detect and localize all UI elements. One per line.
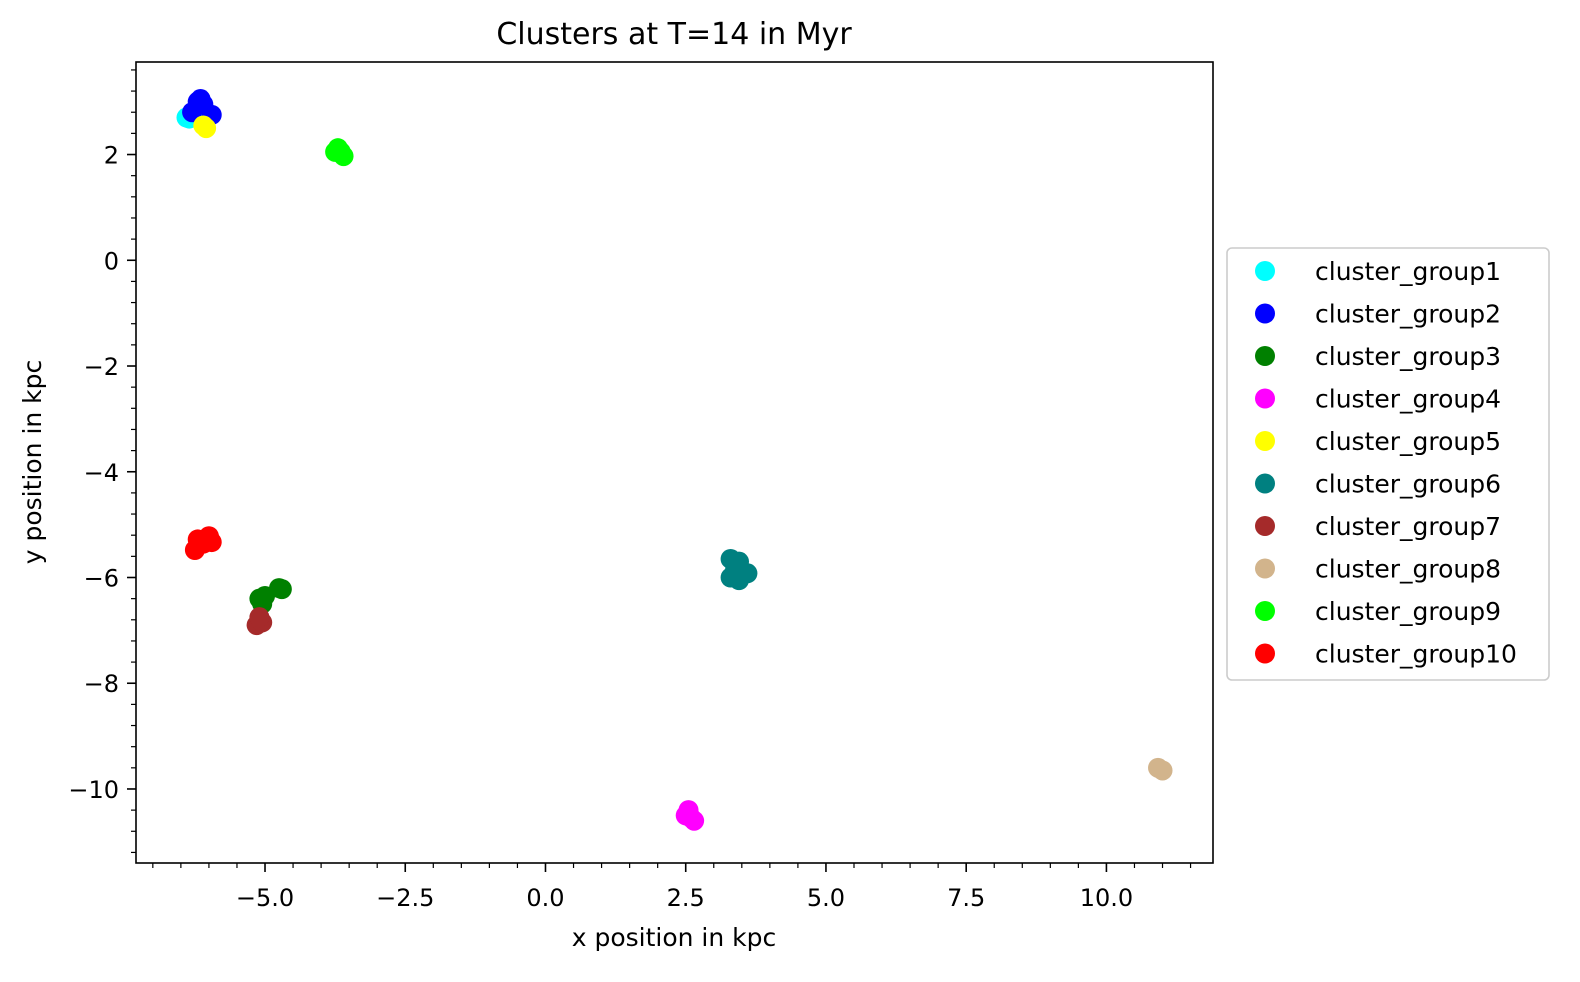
- y-axis-label: y position in kpc: [18, 360, 47, 565]
- y-tick-label: 0: [104, 247, 119, 275]
- legend-label: cluster_group1: [1315, 257, 1501, 286]
- legend-item: cluster_group10: [1255, 640, 1517, 669]
- data-point: [333, 146, 354, 167]
- legend-label: cluster_group6: [1315, 470, 1501, 499]
- y-tick-label: 2: [104, 142, 119, 170]
- legend-label: cluster_group10: [1315, 640, 1517, 669]
- data-point: [725, 559, 746, 580]
- series-cluster_group6: [720, 548, 758, 591]
- legend-label: cluster_group7: [1315, 512, 1501, 541]
- legend-item: cluster_group4: [1255, 385, 1501, 414]
- legend-label: cluster_group9: [1315, 597, 1501, 626]
- legend-item: cluster_group9: [1255, 597, 1501, 626]
- y-tick-label: −6: [84, 564, 119, 592]
- legend-marker: [1255, 261, 1275, 281]
- x-tick-label: 0.0: [526, 884, 564, 912]
- legend-marker: [1255, 516, 1275, 536]
- legend-label: cluster_group3: [1315, 342, 1501, 371]
- legend-box: [1226, 247, 1550, 681]
- axes: −5.0 −2.5 0.0 2.5 5.0 7.5 10.0 2 0 −2 −4 −6 −8 −10: [68, 61, 1214, 912]
- x-axis-label: x position in kpc: [572, 923, 777, 952]
- plot-area: [176, 89, 1173, 831]
- y-tick-label: −4: [84, 459, 119, 487]
- legend-marker: [1255, 558, 1275, 579]
- legend-marker: [1255, 473, 1275, 494]
- legend-item: cluster_group3: [1255, 342, 1501, 371]
- series-cluster_group10: [184, 526, 222, 561]
- x-tick-label: −2.5: [376, 884, 434, 912]
- legend-marker: [1255, 303, 1275, 324]
- x-tick-label: 10.0: [1080, 884, 1133, 912]
- legend-label: cluster_group8: [1315, 555, 1501, 584]
- legend-label: cluster_group5: [1315, 427, 1501, 456]
- series-cluster_group5: [193, 115, 217, 139]
- series-cluster_group8: [1148, 757, 1173, 781]
- legend-label: cluster_group2: [1315, 300, 1501, 329]
- y-tick-label: −8: [84, 670, 119, 698]
- legend-marker: [1255, 643, 1275, 664]
- series-cluster_group7: [246, 607, 273, 636]
- legend-marker: [1255, 388, 1275, 409]
- data-point: [1152, 760, 1173, 781]
- x-tick-label: 2.5: [667, 884, 705, 912]
- x-tick-label: 7.5: [947, 884, 985, 912]
- legend-item: cluster_group5: [1255, 427, 1501, 456]
- legend-item: cluster_group8: [1255, 555, 1501, 584]
- legend-item: cluster_group7: [1255, 512, 1501, 541]
- chart-title: Clusters at T=14 in Myr: [496, 17, 852, 52]
- data-point: [249, 607, 270, 628]
- legend-item: cluster_group6: [1255, 470, 1501, 499]
- y-tick-label: −2: [84, 353, 119, 381]
- data-point: [201, 532, 222, 553]
- series-cluster_group3: [249, 578, 292, 614]
- data-point: [684, 810, 705, 831]
- legend-label: cluster_group4: [1315, 385, 1501, 414]
- legend-marker: [1255, 431, 1275, 451]
- series-cluster_group4: [675, 800, 705, 831]
- data-point: [271, 579, 292, 600]
- series-cluster_group9: [325, 138, 354, 167]
- x-tick-label: −5.0: [236, 884, 294, 912]
- data-point: [196, 118, 217, 139]
- plot-frame: [135, 61, 1214, 864]
- x-tick-label: 5.0: [807, 884, 845, 912]
- legend-marker: [1255, 601, 1275, 621]
- legend-item: cluster_group1: [1255, 257, 1501, 286]
- legend: cluster_group1 cluster_group2 cluster_grou…: [1226, 247, 1550, 681]
- legend-marker: [1255, 346, 1275, 366]
- y-tick-label: −10: [68, 776, 119, 804]
- legend-item: cluster_group2: [1255, 300, 1501, 329]
